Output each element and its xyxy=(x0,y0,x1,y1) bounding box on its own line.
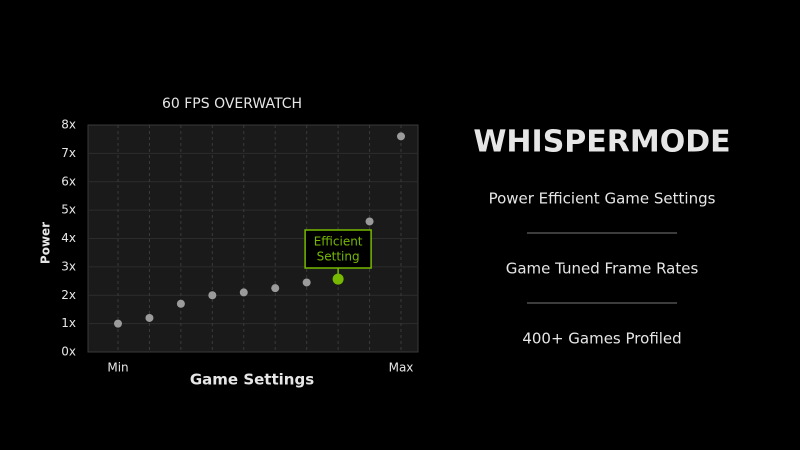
annotation-text: Efficient xyxy=(314,235,363,249)
y-tick-label: 8x xyxy=(61,118,76,132)
point xyxy=(365,217,374,226)
y-tick-label: 2x xyxy=(61,288,76,302)
point xyxy=(302,278,311,287)
point xyxy=(397,132,405,141)
x-tick-label: Min xyxy=(107,361,128,375)
y-tick-label: 0x xyxy=(61,345,76,359)
x-axis-label: Game Settings xyxy=(190,371,314,389)
chart-title: 60 FPS OVERWATCH xyxy=(162,96,302,112)
point xyxy=(271,284,280,293)
panel-title: WHISPERMODE xyxy=(473,125,730,160)
y-tick-label: 4x xyxy=(61,231,76,245)
y-tick-label: 3x xyxy=(61,259,76,273)
annotation-text: Setting xyxy=(317,250,360,264)
x-tick-label: Max xyxy=(389,361,414,375)
y-tick-label: 7x xyxy=(61,146,76,160)
point xyxy=(114,319,122,328)
panel-item: Game Tuned Frame Rates xyxy=(506,260,699,278)
point xyxy=(145,313,154,322)
point xyxy=(239,288,248,297)
y-axis-label: Power xyxy=(39,222,53,264)
point xyxy=(176,299,185,308)
highlight-point xyxy=(332,273,344,285)
y-tick-label: 5x xyxy=(61,203,76,217)
panel-item: Power Efficient Game Settings xyxy=(489,190,716,208)
y-tick-label: 6x xyxy=(61,174,76,188)
y-tick-label: 1x xyxy=(61,316,76,330)
annotation-box xyxy=(304,229,372,269)
panel-item: 400+ Games Profiled xyxy=(522,330,681,348)
point xyxy=(208,291,217,300)
